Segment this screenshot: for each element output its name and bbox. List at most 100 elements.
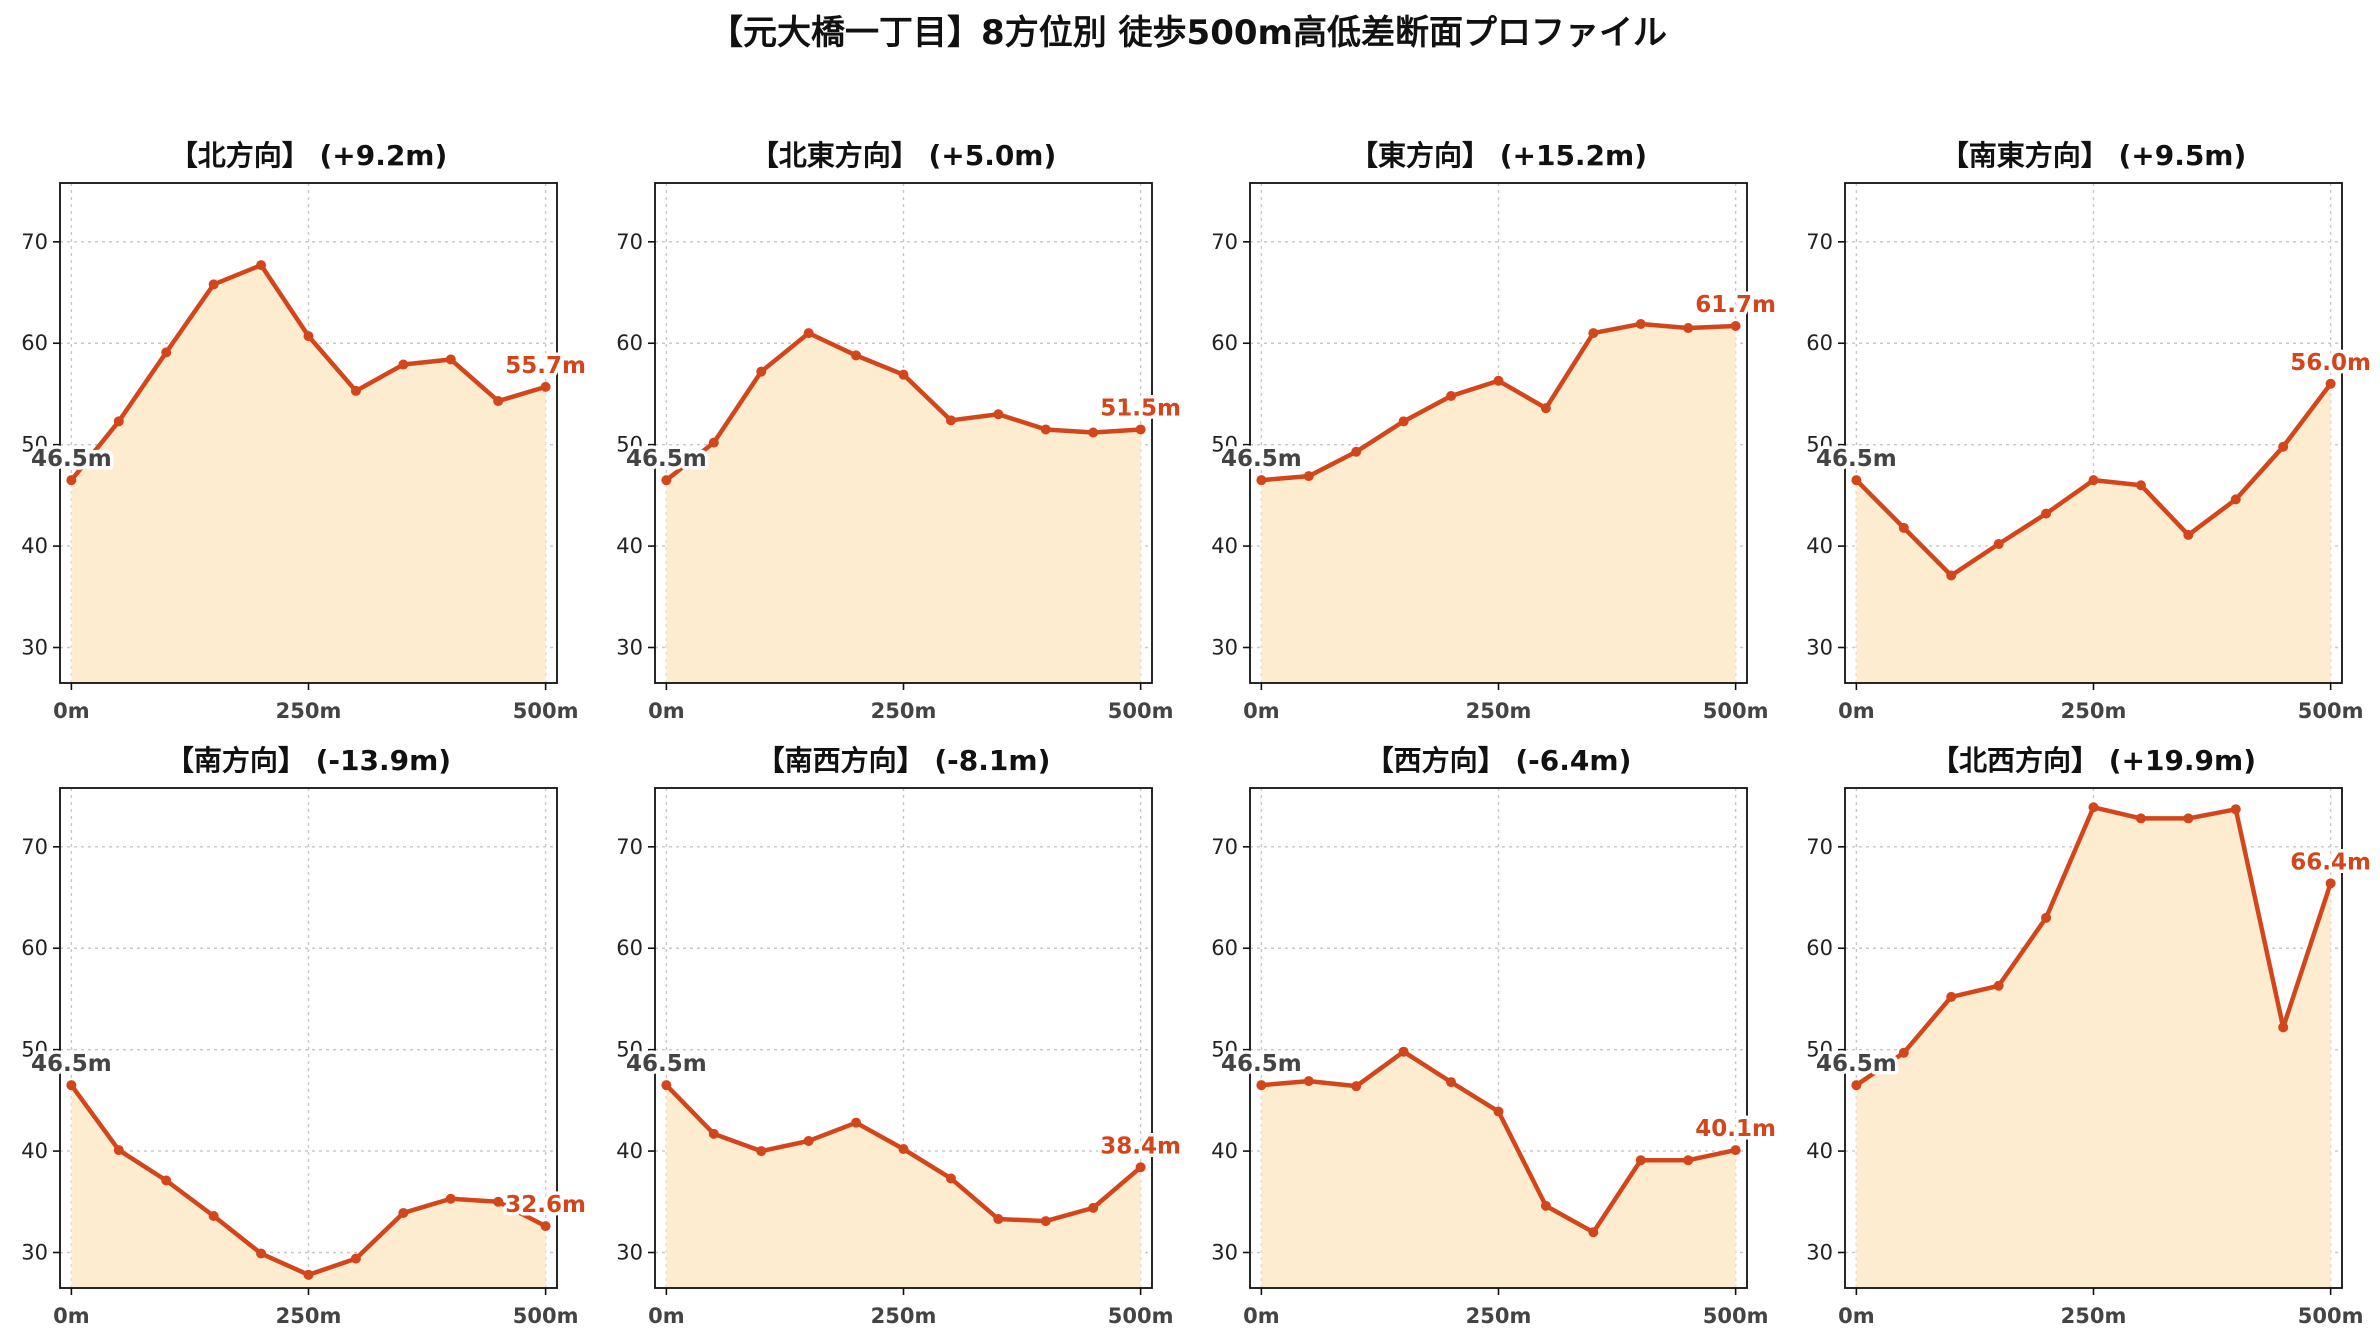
y-tick-label: 50 [1806, 1038, 1833, 1062]
y-tick-label: 30 [21, 1241, 48, 1265]
y-tick-label: 70 [616, 230, 643, 254]
x-tick-label: 500m [1108, 699, 1174, 723]
end-elevation-label: 51.5m [1100, 395, 1181, 421]
y-tick-label: 30 [1806, 636, 1833, 660]
elevation-point [803, 328, 814, 339]
elevation-point [1588, 1227, 1599, 1238]
elevation-point [1898, 1047, 1909, 1058]
y-tick-label: 40 [1211, 1139, 1238, 1163]
panel-title: 【南方向】 (-13.9m) [166, 744, 451, 777]
elevation-point [803, 1135, 814, 1146]
x-tick-label: 500m [1703, 1304, 1769, 1328]
panel-title: 【西方向】 (-6.4m) [1366, 744, 1632, 777]
x-tick-label: 500m [1703, 699, 1769, 723]
elevation-point [2041, 508, 2052, 519]
elevation-point [1351, 446, 1362, 457]
elevation-area [1856, 807, 2331, 1288]
y-tick-label: 70 [1211, 230, 1238, 254]
elevation-point [945, 415, 956, 426]
x-tick-label: 250m [276, 699, 342, 723]
y-tick-label: 60 [1806, 936, 1833, 960]
elevation-point [1135, 424, 1146, 435]
start-elevation-label: 46.5m [626, 446, 707, 472]
elevation-point [493, 396, 504, 407]
elevation-point [708, 437, 719, 448]
elevation-point [540, 1221, 551, 1232]
panel-title: 【南東方向】 (+9.5m) [1941, 139, 2247, 172]
x-tick-label: 250m [276, 1304, 342, 1328]
elevation-area [71, 1085, 546, 1288]
y-tick-label: 40 [21, 1139, 48, 1163]
elevation-point [208, 279, 219, 290]
elevation-point [113, 416, 124, 427]
x-tick-label: 0m [648, 699, 685, 723]
y-tick-label: 70 [1211, 835, 1238, 859]
elevation-point [2230, 494, 2241, 505]
elevation-point [945, 1173, 956, 1184]
elevation-point [303, 331, 314, 342]
elevation-point [1398, 416, 1409, 427]
elevation-point [2088, 475, 2099, 486]
elevation-point [1851, 1080, 1862, 1091]
x-tick-label: 500m [1108, 1304, 1174, 1328]
y-tick-label: 60 [21, 331, 48, 355]
elevation-point [1303, 1076, 1314, 1087]
elevation-point [2230, 804, 2241, 815]
elevation-point [1088, 1202, 1099, 1213]
elevation-point [1946, 991, 1957, 1002]
y-tick-label: 50 [1806, 433, 1833, 457]
elevation-point [1730, 1145, 1741, 1156]
elevation-point [350, 385, 361, 396]
start-elevation-label: 46.5m [31, 446, 112, 472]
y-tick-label: 50 [1211, 433, 1238, 457]
y-tick-label: 40 [21, 534, 48, 558]
end-elevation-label: 32.6m [505, 1192, 586, 1218]
elevation-point [256, 260, 267, 271]
x-tick-label: 0m [1243, 699, 1280, 723]
elevation-point [398, 1207, 409, 1218]
elevation-point [1898, 522, 1909, 533]
elevation-point [2135, 813, 2146, 824]
end-elevation-label: 55.7m [505, 353, 586, 379]
profile-panel: 【西方向】 (-6.4m) 30 40 50 60 70 0m 250m 500m 46.5m 40… [1211, 744, 1779, 1328]
elevation-point [1493, 1106, 1504, 1117]
elevation-point [208, 1210, 219, 1221]
elevation-point [756, 1146, 767, 1157]
y-tick-label: 60 [1211, 331, 1238, 355]
x-tick-label: 500m [513, 1304, 579, 1328]
elevation-point [1040, 424, 1051, 435]
elevation-point [2183, 529, 2194, 540]
start-elevation-label: 46.5m [1221, 1051, 1302, 1077]
elevation-area [71, 265, 546, 683]
y-tick-label: 40 [616, 1139, 643, 1163]
y-tick-label: 50 [21, 1038, 48, 1062]
end-elevation-label: 56.0m [2290, 350, 2371, 376]
elevation-point [161, 347, 172, 358]
elevation-point [851, 350, 862, 361]
elevation-point [1398, 1046, 1409, 1057]
elevation-point [398, 359, 409, 370]
panel-title: 【北東方向】 (+5.0m) [751, 139, 1057, 172]
elevation-point [1446, 1077, 1457, 1088]
elevation-point [350, 1253, 361, 1264]
profile-panel: 【北西方向】 (+19.9m) 30 40 50 60 70 0m 250m 500m 46.5m… [1806, 744, 2374, 1328]
panel-title: 【北方向】 (+9.2m) [170, 139, 448, 172]
elevation-point [993, 409, 1004, 420]
x-tick-label: 0m [1838, 1304, 1875, 1328]
elevation-point [851, 1117, 862, 1128]
y-tick-label: 50 [616, 433, 643, 457]
elevation-point [1303, 471, 1314, 482]
x-tick-label: 250m [2061, 1304, 2127, 1328]
panel-title: 【南西方向】 (-8.1m) [757, 744, 1051, 777]
y-tick-label: 50 [21, 433, 48, 457]
elevation-point [1540, 1200, 1551, 1211]
elevation-point [1256, 475, 1267, 486]
x-tick-label: 0m [1838, 699, 1875, 723]
y-tick-label: 30 [1211, 1241, 1238, 1265]
start-elevation-label: 46.5m [1816, 446, 1897, 472]
end-elevation-label: 38.4m [1100, 1133, 1181, 1159]
elevation-point [661, 1080, 672, 1091]
y-tick-label: 50 [616, 1038, 643, 1062]
elevation-point [256, 1248, 267, 1259]
y-tick-label: 60 [1806, 331, 1833, 355]
